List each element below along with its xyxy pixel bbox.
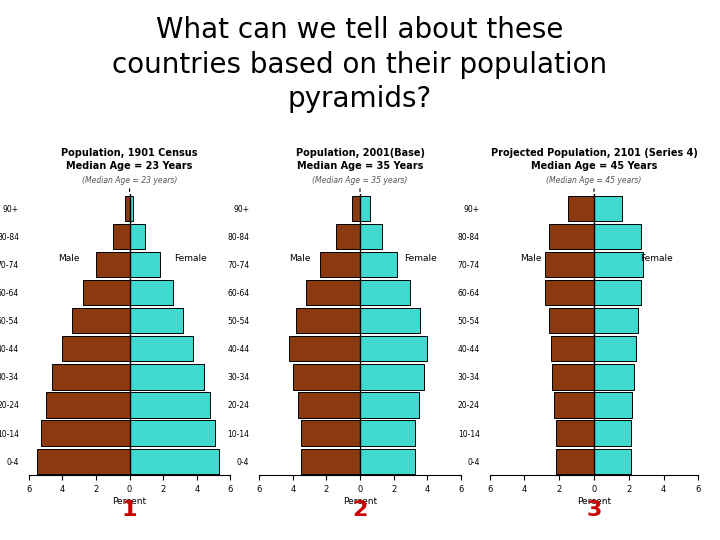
Text: (Median Age = 35 years): (Median Age = 35 years) [312,176,408,185]
Bar [568,196,594,221]
Bar [551,336,594,361]
Text: 3: 3 [586,500,602,521]
Bar [130,224,145,249]
Bar [40,421,130,446]
Bar [594,336,636,361]
Bar [130,393,210,417]
Bar [37,449,130,474]
Bar [594,421,631,446]
Bar [360,421,415,446]
Bar [594,308,637,333]
Bar [130,364,204,389]
Bar [293,364,360,389]
Bar [351,196,360,221]
Bar [130,336,194,361]
Text: (Median Age = 23 years): (Median Age = 23 years) [82,176,177,185]
Bar [63,336,130,361]
Bar [549,308,594,333]
Bar [130,280,174,305]
Bar [130,196,133,221]
Bar [96,252,130,277]
Bar [130,252,160,277]
Bar [594,280,641,305]
Bar [556,421,594,446]
Bar [545,280,594,305]
Bar [360,364,424,389]
Bar [360,196,370,221]
Bar [83,280,130,305]
Bar [130,308,184,333]
Bar [594,252,643,277]
Text: Male: Male [521,254,542,264]
Bar [301,421,360,446]
Bar [360,252,397,277]
Bar [45,393,130,417]
Bar [594,364,634,389]
Bar [360,224,382,249]
Bar [360,449,415,474]
Bar [336,224,360,249]
Text: Female: Female [174,254,207,264]
Bar [73,308,130,333]
Bar [594,196,622,221]
Text: (Median Age = 45 years): (Median Age = 45 years) [546,176,642,185]
Text: Male: Male [289,254,310,264]
X-axis label: Percent: Percent [577,497,611,505]
Bar [53,364,130,389]
Bar [296,308,360,333]
Bar [556,449,594,474]
Bar [594,449,631,474]
Bar [594,224,641,249]
Bar [554,393,594,417]
Bar [594,393,632,417]
Text: What can we tell about these
countries based on their population
pyramids?: What can we tell about these countries b… [112,16,608,113]
Bar [289,336,360,361]
Bar [549,224,594,249]
X-axis label: Percent: Percent [112,497,147,505]
Text: Female: Female [404,254,437,264]
Bar [306,280,360,305]
Bar [113,224,130,249]
Title: Population, 1901 Census
Median Age = 23 Years: Population, 1901 Census Median Age = 23 … [61,148,198,171]
Bar [360,336,427,361]
X-axis label: Percent: Percent [343,497,377,505]
Text: Male: Male [58,254,80,264]
Title: Population, 2001(Base)
Median Age = 35 Years: Population, 2001(Base) Median Age = 35 Y… [295,148,425,171]
Bar [360,308,420,333]
Title: Projected Population, 2101 (Series 4)
Median Age = 45 Years: Projected Population, 2101 (Series 4) Me… [490,148,698,171]
Text: 2: 2 [352,500,368,521]
Bar [298,393,360,417]
Bar [545,252,594,277]
Text: Female: Female [640,254,673,264]
Bar [320,252,360,277]
Bar [360,280,410,305]
Bar [360,393,419,417]
Bar [552,364,594,389]
Bar [301,449,360,474]
Bar [130,421,215,446]
Bar [130,449,219,474]
Text: 1: 1 [122,500,138,521]
Bar [125,196,130,221]
